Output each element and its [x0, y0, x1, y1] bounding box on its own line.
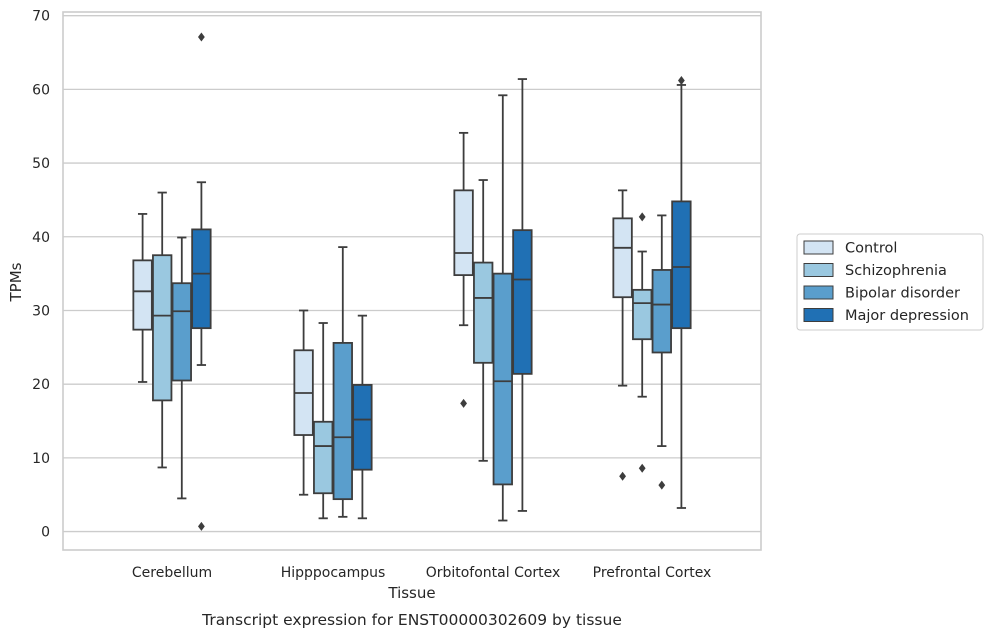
box-body	[352, 384, 373, 471]
y-tick-label-30: 30	[32, 303, 50, 319]
plot-frame	[62, 11, 762, 551]
box-body	[632, 288, 653, 341]
y-tick-label-10: 10	[32, 451, 50, 467]
x-tick-label-orbitofontal-cortex: Orbitofontal Cortex	[426, 565, 561, 581]
legend-swatch-bipolar-disorder	[803, 285, 834, 300]
y-tick-label-70: 70	[32, 9, 50, 25]
y-tick-label-0: 0	[41, 525, 50, 541]
box-control-1	[132, 213, 153, 383]
box-body	[191, 228, 212, 330]
x-tick-label-prefrontal-cortex: Prefrontal Cortex	[593, 565, 712, 581]
outlier-point	[198, 521, 205, 531]
box-body	[171, 282, 192, 382]
x-axis-title: Tissue	[387, 584, 435, 602]
box-body	[313, 420, 334, 495]
chart-caption: Transcript expression for ENST0000030260…	[201, 611, 622, 629]
box-body	[152, 254, 173, 402]
box-bipolar-disorder-4	[651, 214, 672, 490]
y-tick-labels: 0 10 20 30 40 50 60 70	[32, 9, 50, 541]
box-bipolar-disorder-1	[171, 236, 192, 500]
outlier-point	[460, 398, 467, 408]
box-body	[332, 342, 353, 501]
box-major-depression-3	[512, 78, 533, 512]
y-tick-label-20: 20	[32, 377, 50, 393]
y-tick-label-50: 50	[32, 156, 50, 172]
box-control-2	[293, 309, 314, 496]
outlier-point	[638, 463, 646, 473]
box-control-4	[612, 189, 633, 481]
legend-label-schizophrenia: Schizophrenia	[845, 263, 947, 279]
y-tick-label-40: 40	[32, 230, 50, 246]
x-tick-label-cerebellum: Cerebellum	[132, 565, 212, 581]
y-axis-title: TPMs	[7, 262, 25, 302]
box-major-depression-4	[671, 76, 692, 509]
outlier-point	[198, 32, 205, 42]
legend-swatch-schizophrenia	[803, 263, 834, 277]
outlier-point	[619, 471, 626, 481]
legend: Control Schizophrenia Bipolar disorder Majo…	[796, 233, 984, 331]
box-major-depression-2	[352, 314, 373, 520]
box-body	[492, 272, 513, 486]
x-tick-labels: Cerebellum Hipppocampus Orbitofontal Corte…	[132, 565, 711, 581]
outlier-point	[658, 480, 666, 490]
box-schizophrenia-3	[473, 179, 494, 462]
box-bipolar-disorder-2	[332, 246, 353, 518]
box-body	[132, 259, 153, 331]
outlier-point	[678, 76, 685, 86]
box-body	[671, 200, 692, 330]
legend-frame	[796, 233, 984, 331]
box-schizophrenia-1	[152, 191, 173, 469]
legend-label-control: Control	[845, 241, 897, 257]
box-major-depression-1	[191, 32, 212, 531]
box-control-3	[453, 131, 474, 408]
box-bipolar-disorder-3	[492, 94, 513, 522]
box-layer	[132, 32, 692, 531]
y-tick-label-60: 60	[32, 82, 50, 98]
box-body	[453, 189, 474, 277]
box-schizophrenia-2	[313, 322, 334, 520]
box-body	[473, 261, 494, 364]
legend-label-major-depression: Major depression	[845, 308, 969, 324]
legend-swatch-major-depression	[803, 308, 834, 322]
box-body	[612, 217, 633, 299]
box-schizophrenia-4	[632, 212, 653, 473]
box-body	[651, 269, 672, 354]
box-body	[512, 229, 533, 375]
legend-label-bipolar-disorder: Bipolar disorder	[845, 286, 960, 302]
outlier-point	[638, 212, 646, 222]
x-tick-label-hipppocampus: Hipppocampus	[281, 565, 386, 581]
legend-swatch-control	[803, 240, 834, 255]
